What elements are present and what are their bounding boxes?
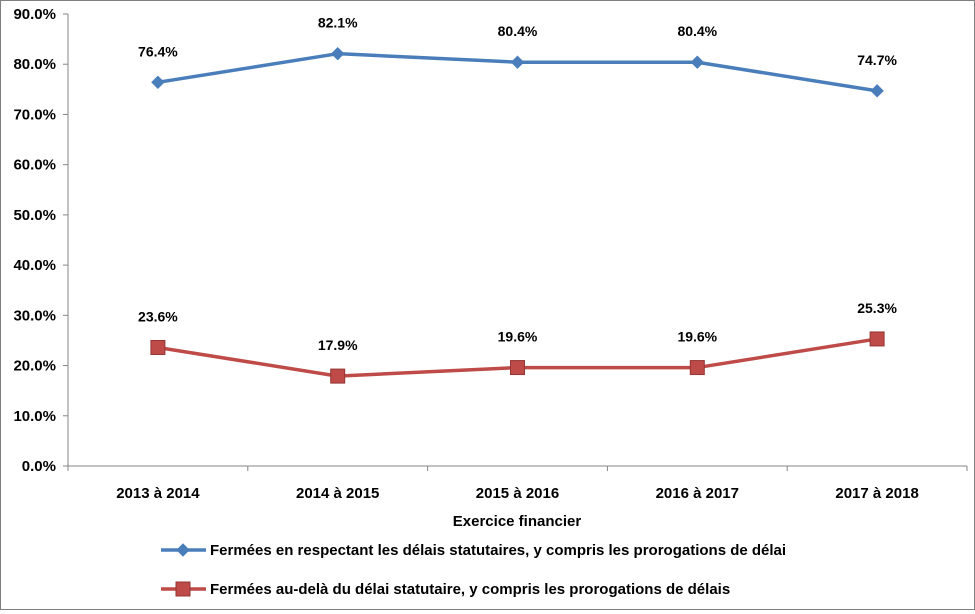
y-axis-ticks: 0.0% 10.0% 20.0% 30.0% 40.0% 50.0% 60.0% 70.0% 8… — [13, 6, 68, 475]
data-point-marker — [330, 368, 346, 384]
y-tick-label: 70.0% — [13, 106, 56, 123]
y-tick-label: 90.0% — [13, 6, 56, 23]
data-label: 19.6% — [498, 329, 538, 345]
y-tick-label: 10.0% — [13, 408, 56, 425]
y-tick-label: 20.0% — [13, 358, 56, 375]
series-2: 23.6% 17.9% 19.6% 19.6% 25.3% — [138, 300, 897, 384]
y-tick-label: 0.0% — [22, 458, 56, 475]
y-tick-label: 40.0% — [13, 257, 56, 274]
legend-marker — [175, 581, 191, 597]
data-point-marker — [870, 84, 884, 98]
data-label: 23.6% — [138, 308, 178, 324]
legend-label: Fermées au-delà du délai statutaire, y c… — [210, 581, 730, 598]
legend-label: Fermées en respectant les délais statuta… — [210, 542, 786, 559]
series-1: 76.4% 82.1% 80.4% 80.4% 74.7% — [138, 15, 897, 98]
y-tick-label: 50.0% — [13, 207, 56, 224]
x-tick-label: 2015 à 2016 — [476, 485, 559, 502]
data-label: 80.4% — [498, 23, 538, 39]
data-label: 76.4% — [138, 43, 178, 59]
chart-legend: Fermées en respectant les délais statuta… — [161, 542, 786, 598]
data-point-marker — [689, 360, 705, 376]
x-tick-label: 2017 à 2018 — [835, 485, 918, 502]
data-point-marker — [510, 55, 525, 69]
x-tick-label: 2014 à 2015 — [296, 485, 379, 502]
data-label: 19.6% — [677, 329, 717, 345]
x-tick-label: 2013 à 2014 — [116, 485, 200, 502]
data-point-marker — [690, 55, 705, 69]
data-label: 25.3% — [857, 300, 897, 316]
chart-series: 76.4% 82.1% 80.4% 80.4% 74.7% 23.6% 17.9% 19.6%… — [138, 15, 897, 384]
data-label: 74.7% — [857, 52, 897, 68]
y-tick-label: 30.0% — [13, 307, 56, 324]
data-point-marker — [869, 331, 885, 347]
legend-item-1: Fermées en respectant les délais statuta… — [161, 542, 786, 559]
y-tick-label: 60.0% — [13, 157, 56, 174]
data-label: 82.1% — [318, 15, 358, 31]
data-label: 17.9% — [318, 337, 358, 353]
legend-item-2: Fermées au-delà du délai statutaire, y c… — [161, 581, 730, 598]
x-axis-ticks: 2013 à 2014 2014 à 2015 2015 à 2016 2016 à … — [67, 466, 968, 502]
data-point-marker — [510, 360, 525, 376]
data-point-marker — [150, 339, 166, 355]
data-point-marker — [151, 75, 165, 90]
chart-axes — [67, 14, 967, 467]
x-axis-title: Exercice financier — [453, 513, 582, 530]
data-point-marker — [330, 46, 345, 61]
legend-marker — [176, 543, 190, 557]
y-tick-label: 80.0% — [13, 56, 56, 73]
x-tick-label: 2016 à 2017 — [656, 485, 739, 502]
data-label: 80.4% — [677, 23, 717, 39]
